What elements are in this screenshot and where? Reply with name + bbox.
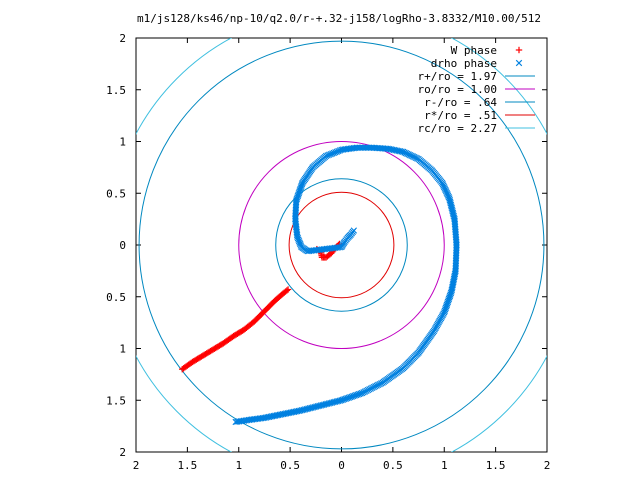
axis-ticks	[135, 37, 548, 453]
x-tick-label: 0	[338, 459, 345, 472]
legend-swatch-drho-phase	[515, 59, 523, 67]
y-tick-label: 0	[119, 239, 126, 252]
legend-label-w-phase: W phase	[451, 44, 497, 57]
series-drho-phase	[232, 144, 460, 426]
x-tick-labels: 2 1.5 1 0.5 0 0.5 1 1.5 2	[133, 459, 551, 472]
series-layer	[136, 38, 547, 452]
y-tick-label: 1	[119, 343, 126, 356]
circle-r-ro-64	[275, 178, 408, 312]
x-tick-label: 2	[544, 459, 551, 472]
x-tick-label: 1.5	[486, 459, 506, 472]
y-tick-label: 1.5	[106, 394, 126, 407]
y-tick-labels: 2 1.5 1 0.5 0 0.5 1 1.5 2	[106, 32, 126, 459]
circle-r-ro-51	[288, 191, 395, 299]
x-tick-label: 0.5	[280, 459, 300, 472]
legend-swatch-w-phase	[515, 46, 523, 54]
x-tick-label: 1	[441, 459, 448, 472]
legend-label-drho-phase: drho phase	[431, 57, 497, 70]
y-tick-label: 1.5	[106, 84, 126, 97]
y-tick-label: 2	[119, 446, 126, 459]
legend-label-r-ro-51: r*/ro = .51	[424, 109, 497, 122]
y-tick-label: 0.5	[106, 187, 126, 200]
legend-label-ro-ro-1-00: ro/ro = 1.00	[418, 83, 497, 96]
series-w-phase	[179, 240, 343, 373]
legend-label-rc-ro-2-27: rc/ro = 2.27	[418, 122, 497, 135]
y-tick-label: 2	[119, 32, 126, 45]
x-tick-label: 1	[235, 459, 242, 472]
y-tick-label: 0.5	[106, 291, 126, 304]
y-tick-label: 1	[119, 136, 126, 149]
legend-label-r-ro-64: r-/ro = .64	[424, 96, 497, 109]
chart-title: m1/js128/ks46/np-10/q2.0/r-+.32-j158/log…	[137, 12, 541, 25]
circle-r-ro-1-97	[138, 40, 545, 450]
circle-ro-ro-1-00	[238, 141, 445, 349]
legend-label-r-ro-1-97: r+/ro = 1.97	[418, 70, 497, 83]
x-tick-label: 0.5	[383, 459, 403, 472]
x-tick-label: 2	[133, 459, 140, 472]
cross-marker	[350, 227, 358, 234]
plus-marker	[284, 286, 292, 293]
plus-marker	[283, 287, 290, 294]
x-tick-label: 1.5	[177, 459, 197, 472]
